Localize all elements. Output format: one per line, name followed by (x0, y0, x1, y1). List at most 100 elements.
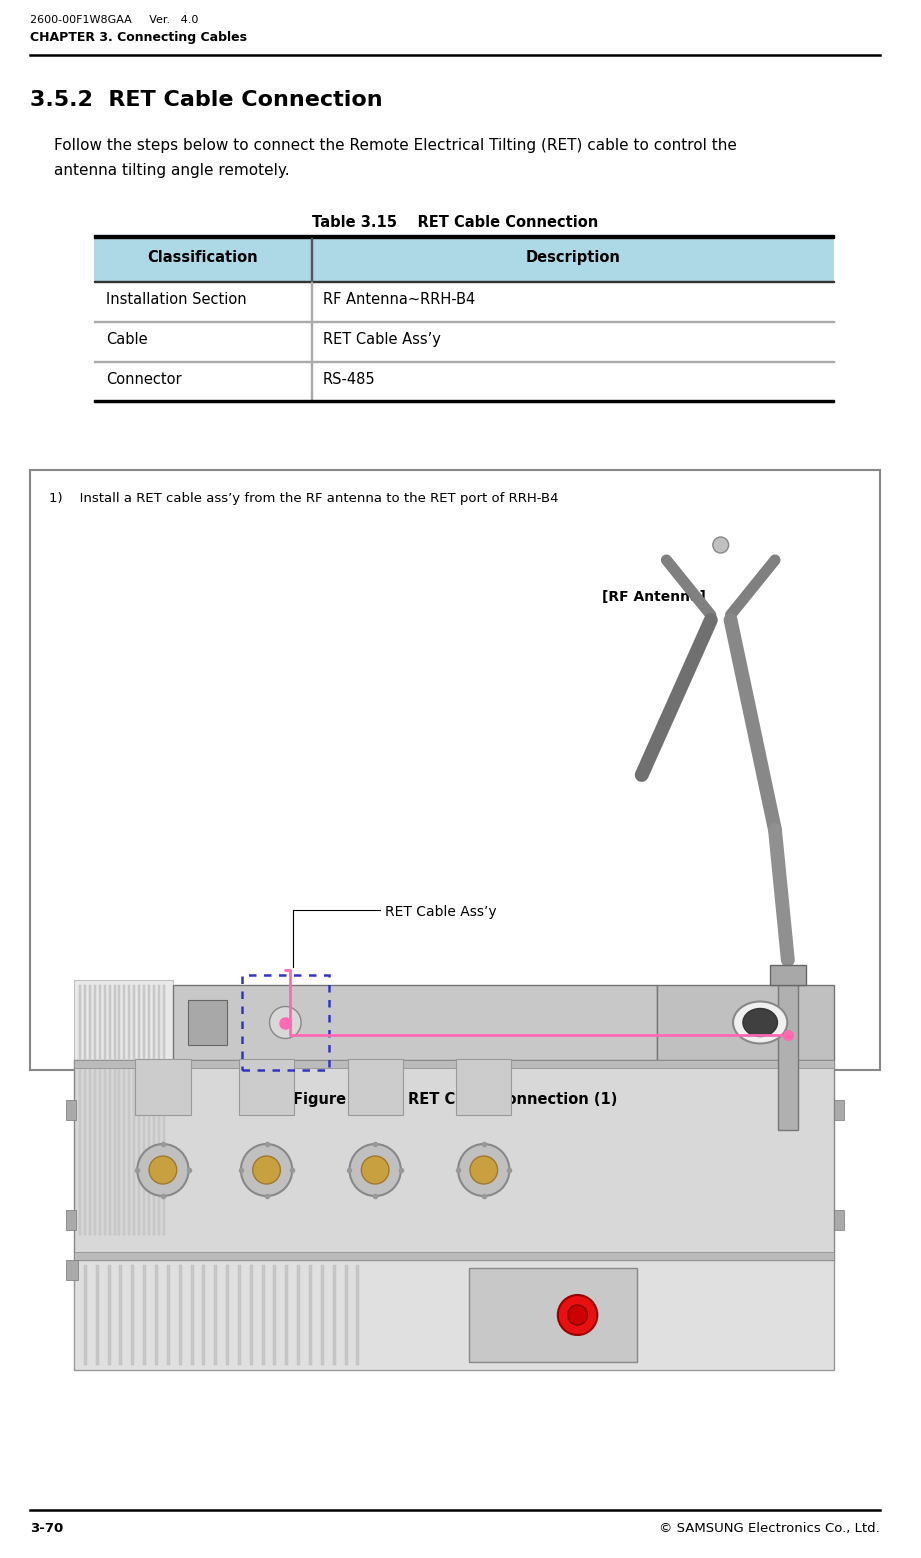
Bar (88, 985, 91, 1235)
Bar (99, 985, 100, 1235)
Text: antenna tilting angle remotely.: antenna tilting angle remotely. (54, 164, 290, 178)
Bar (128, 985, 130, 1235)
Bar (153, 985, 155, 1235)
Circle shape (137, 1144, 189, 1197)
Text: Figure 3.51    RET Cable Connection (1): Figure 3.51 RET Cable Connection (1) (293, 1092, 617, 1108)
Bar (203, 1265, 205, 1365)
Text: Table 3.15    RET Cable Connection: Table 3.15 RET Cable Connection (312, 215, 599, 231)
Bar (242, 975, 329, 1070)
Text: Installation Section: Installation Section (106, 291, 246, 307)
Bar (94, 361, 834, 402)
Bar (344, 1265, 347, 1365)
Bar (188, 1000, 227, 1045)
Text: ANT: ANT (155, 1070, 170, 1080)
Bar (66, 1211, 76, 1229)
Bar (311, 238, 312, 282)
Circle shape (252, 1156, 280, 1184)
Bar (191, 1265, 193, 1365)
Circle shape (241, 1144, 292, 1197)
Text: Description: Description (525, 249, 620, 265)
Bar (321, 1265, 324, 1365)
Circle shape (713, 538, 729, 553)
Bar (179, 1265, 181, 1365)
Bar (66, 1100, 76, 1120)
Text: [RF Antenna]: [RF Antenna] (602, 590, 706, 605)
Text: 3-70: 3-70 (29, 1522, 63, 1535)
Text: Classification: Classification (147, 249, 258, 265)
Bar (29, 471, 880, 1070)
Text: ANT: ANT (367, 1070, 383, 1080)
Bar (148, 985, 150, 1235)
Bar (167, 1265, 169, 1365)
Text: 2600-00F1W8GAA     Ver.   4.0: 2600-00F1W8GAA Ver. 4.0 (29, 16, 198, 25)
Bar (215, 1265, 217, 1365)
Text: PWR: PWR (505, 1288, 522, 1296)
Text: Follow the steps below to connect the Remote Electrical Tilting (RET) cable to c: Follow the steps below to connect the Re… (54, 139, 737, 153)
Bar (262, 1265, 264, 1365)
Bar (74, 980, 173, 1240)
Text: Cable: Cable (106, 332, 147, 347)
Bar (356, 1265, 359, 1365)
Bar (239, 1059, 294, 1116)
Text: RET Cable Ass’y: RET Cable Ass’y (385, 905, 496, 919)
Bar (286, 1265, 288, 1365)
Bar (158, 985, 160, 1235)
Bar (94, 282, 834, 323)
Bar (132, 1265, 134, 1365)
Text: AISG
REMOT: AISG REMOT (683, 1013, 708, 1027)
Bar (94, 323, 834, 361)
Bar (311, 282, 312, 323)
Bar (74, 1260, 834, 1369)
Bar (74, 1059, 834, 1260)
Bar (104, 985, 106, 1235)
Circle shape (270, 1006, 301, 1039)
Circle shape (361, 1156, 389, 1184)
Bar (84, 1265, 87, 1365)
Bar (274, 1265, 276, 1365)
Bar (347, 1059, 402, 1116)
Text: CHAPTER 3. Connecting Cables: CHAPTER 3. Connecting Cables (29, 31, 247, 44)
Bar (143, 1265, 146, 1365)
Ellipse shape (733, 1002, 787, 1044)
Text: RS-485: RS-485 (323, 372, 376, 386)
Circle shape (349, 1144, 401, 1197)
Text: © SAMSUNG Electronics Co., Ltd.: © SAMSUNG Electronics Co., Ltd. (659, 1522, 880, 1535)
Bar (120, 1265, 122, 1365)
Bar (250, 1265, 252, 1365)
Bar (332, 1265, 335, 1365)
Bar (238, 1265, 241, 1365)
Bar (94, 985, 96, 1235)
Bar (79, 985, 81, 1235)
Circle shape (149, 1156, 177, 1184)
Bar (834, 1211, 845, 1229)
Bar (143, 985, 146, 1235)
Text: ANT: ANT (259, 1070, 274, 1080)
Circle shape (458, 1144, 509, 1197)
Bar (94, 238, 834, 282)
Bar (138, 985, 140, 1235)
Bar (163, 985, 165, 1235)
Bar (96, 1265, 99, 1365)
Bar (74, 1253, 834, 1260)
Bar (108, 1265, 111, 1365)
Bar (84, 985, 86, 1235)
Bar (469, 1268, 636, 1362)
Circle shape (567, 1306, 588, 1324)
Text: ANT: ANT (476, 1070, 492, 1080)
Circle shape (558, 1295, 598, 1335)
Bar (94, 235, 834, 238)
Bar (94, 400, 834, 402)
Bar (456, 1059, 511, 1116)
Ellipse shape (743, 1008, 777, 1036)
Bar (109, 985, 111, 1235)
Bar (309, 1265, 312, 1365)
Bar (173, 985, 657, 1059)
Circle shape (470, 1156, 497, 1184)
Text: 1)    Install a RET cable ass’y from the RF antenna to the RET port of RRH-B4: 1) Install a RET cable ass’y from the RF… (50, 492, 559, 505)
Bar (66, 1260, 78, 1281)
Bar (123, 985, 125, 1235)
Bar (113, 985, 115, 1235)
Bar (297, 1265, 300, 1365)
Bar (834, 1100, 845, 1120)
Bar (134, 985, 135, 1235)
